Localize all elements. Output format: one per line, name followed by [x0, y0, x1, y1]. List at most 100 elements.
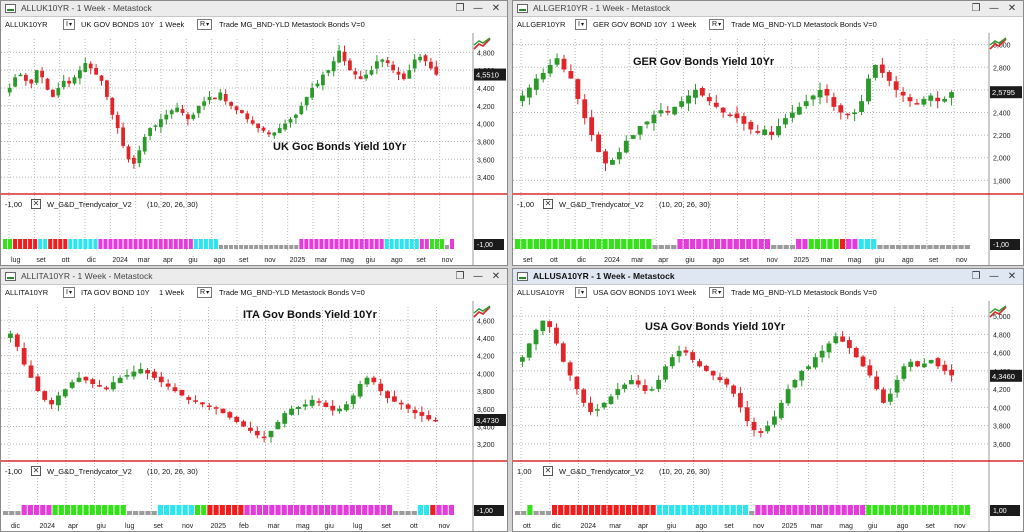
candle — [83, 63, 88, 72]
y-tick-label: 4,400 — [477, 336, 495, 343]
period-label[interactable]: 1 Week — [671, 20, 697, 29]
minimize-icon[interactable]: — — [473, 3, 483, 14]
x-tick-label: set — [239, 257, 248, 264]
candle — [45, 78, 50, 90]
mode-dropdown[interactable]: R▾ — [197, 287, 213, 298]
period-label[interactable]: 1 Week — [671, 288, 697, 297]
chart-window-uk[interactable]: ALLUK10YR - 1 Week - Metastock ❐ — ✕ ALLUK10… — [0, 0, 508, 266]
period-label[interactable]: 1 Week — [159, 20, 185, 29]
chart-canvas[interactable]: 5,0004,8004,6004,4004,2004,0003,8003,600… — [513, 301, 1023, 531]
mode-dropdown[interactable]: R▾ — [709, 287, 725, 298]
chart-canvas[interactable]: 4,600 4,400 4,200 4,000 3,800 3,600 3,400 3,200… — [1, 301, 507, 531]
mode-dropdown[interactable]: R▾ — [197, 19, 213, 30]
mode-dropdown[interactable]: R▾ — [709, 19, 725, 30]
trend-icon[interactable] — [473, 37, 491, 51]
candle — [272, 132, 277, 136]
indicator-close-box[interactable]: ✕ — [543, 199, 553, 209]
price-chart[interactable]: 3,0002,8002,6002,4002,2002,0001,800setot… — [513, 33, 1023, 265]
toolbar-extra: Trade MG_BND-YLD Metastock Bonds V=0 — [731, 20, 877, 29]
indicator-dropdown[interactable]: I▾ — [63, 19, 75, 30]
maximize-icon[interactable]: ❐ — [971, 3, 981, 14]
trend-bar — [163, 505, 170, 515]
candle — [94, 68, 98, 75]
candle — [776, 126, 781, 136]
symbol-label[interactable]: ALLGER10YR — [517, 20, 566, 29]
period-label[interactable]: 1 Week — [159, 288, 185, 297]
close-icon[interactable]: ✕ — [491, 3, 501, 14]
x-tick-label: nov — [442, 257, 454, 264]
indicator-close-box[interactable]: ✕ — [31, 199, 41, 209]
trend-bar — [362, 505, 368, 515]
x-tick-label: mag — [839, 523, 853, 530]
trend-bar — [872, 505, 878, 515]
minimize-icon[interactable]: — — [989, 3, 999, 14]
chart-window-usa[interactable]: ALLUSA10YR - 1 Week - Metastock ❐ — ✕ ALLUSA… — [512, 268, 1024, 532]
trend-bar — [239, 245, 244, 249]
trend-bar — [564, 239, 571, 249]
chart-canvas[interactable]: 4,8004,6004,4004,2004,0003,8003,6003,400… — [1, 33, 507, 265]
indicator-dropdown[interactable]: I▾ — [575, 287, 587, 298]
trend-bar — [343, 505, 349, 515]
indicator-close-box[interactable]: ✕ — [31, 466, 41, 476]
maximize-icon[interactable]: ❐ — [455, 3, 465, 14]
candle — [423, 55, 428, 62]
trend-bar — [355, 505, 362, 515]
price-chart[interactable]: 5,0004,8004,6004,4004,2004,0003,8003,600… — [513, 301, 1023, 531]
candle — [193, 400, 198, 402]
last-price-value: 2,5795 — [992, 88, 1015, 97]
trend-bar — [284, 245, 289, 249]
window-titlebar[interactable]: ALLGER10YR - 1 Week - Metastock ❐ — ✕ — [513, 1, 1023, 17]
chart-canvas[interactable]: 3,0002,8002,6002,4002,2002,0001,800setot… — [513, 33, 1023, 265]
maximize-icon[interactable]: ❐ — [971, 271, 981, 282]
price-chart[interactable]: 4,600 4,400 4,200 4,000 3,800 3,600 3,400 3,200… — [1, 301, 507, 531]
candle — [261, 436, 267, 439]
window-titlebar[interactable]: ALLITA10YR - 1 Week - Metastock ❐ — ✕ — [1, 269, 507, 285]
price-chart[interactable]: 4,8004,6004,4004,2004,0003,8003,6003,400… — [1, 33, 507, 265]
maximize-icon[interactable]: ❐ — [455, 271, 465, 282]
y-tick-label: 4,800 — [993, 332, 1011, 339]
chart-window-ger[interactable]: ALLGER10YR - 1 Week - Metastock ❐ — ✕ ALLGER… — [512, 0, 1024, 266]
candle — [337, 408, 342, 412]
trend-bar — [639, 239, 646, 249]
x-tick-label: nov — [753, 523, 765, 530]
trend-icon[interactable] — [473, 305, 491, 319]
candle — [610, 159, 615, 165]
candle — [540, 320, 546, 332]
chevron-down-icon: ▾ — [68, 22, 72, 28]
trend-bar — [436, 505, 442, 515]
trend-icon[interactable] — [989, 305, 1007, 319]
candle — [40, 70, 44, 78]
candle — [826, 343, 832, 353]
symbol-label[interactable]: ALLITA10YR — [5, 288, 49, 297]
last-price-value: 4,3460 — [992, 372, 1015, 381]
close-icon[interactable]: ✕ — [1007, 271, 1017, 282]
trend-bar — [758, 239, 764, 249]
x-tick-label: dic — [552, 523, 561, 530]
candle — [207, 96, 212, 101]
trend-bar — [275, 505, 281, 515]
candle — [323, 402, 329, 407]
symbol-label[interactable]: ALLUK10YR — [5, 20, 48, 29]
close-icon[interactable]: ✕ — [491, 271, 501, 282]
indicator-close-box[interactable]: ✕ — [543, 466, 553, 476]
indicator-params: (10, 20, 26, 30) — [147, 467, 198, 476]
close-icon[interactable]: ✕ — [1007, 3, 1017, 14]
candle — [357, 383, 363, 397]
trend-bar — [349, 505, 355, 515]
x-tick-label: mar — [268, 523, 281, 530]
indicator-dropdown[interactable]: I▾ — [575, 19, 587, 30]
indicator-dropdown[interactable]: I▾ — [63, 287, 75, 298]
minimize-icon[interactable]: — — [989, 271, 999, 282]
trend-icon[interactable] — [989, 37, 1007, 51]
symbol-label[interactable]: ALLUSA10YR — [517, 288, 565, 297]
x-tick-label: mag — [296, 523, 310, 530]
window-titlebar[interactable]: ALLUSA10YR - 1 Week - Metastock ❐ — ✕ — [513, 269, 1023, 285]
chart-app-icon — [517, 272, 528, 281]
candle — [56, 395, 61, 406]
trend-bar — [219, 505, 225, 515]
trend-bar — [324, 239, 329, 249]
minimize-icon[interactable]: — — [473, 271, 483, 282]
window-titlebar[interactable]: ALLUK10YR - 1 Week - Metastock ❐ — ✕ — [1, 1, 507, 17]
chart-window-ita[interactable]: ALLITA10YR - 1 Week - Metastock ❐ — ✕ ALLITA… — [0, 268, 508, 532]
x-tick-label: set — [929, 257, 938, 264]
